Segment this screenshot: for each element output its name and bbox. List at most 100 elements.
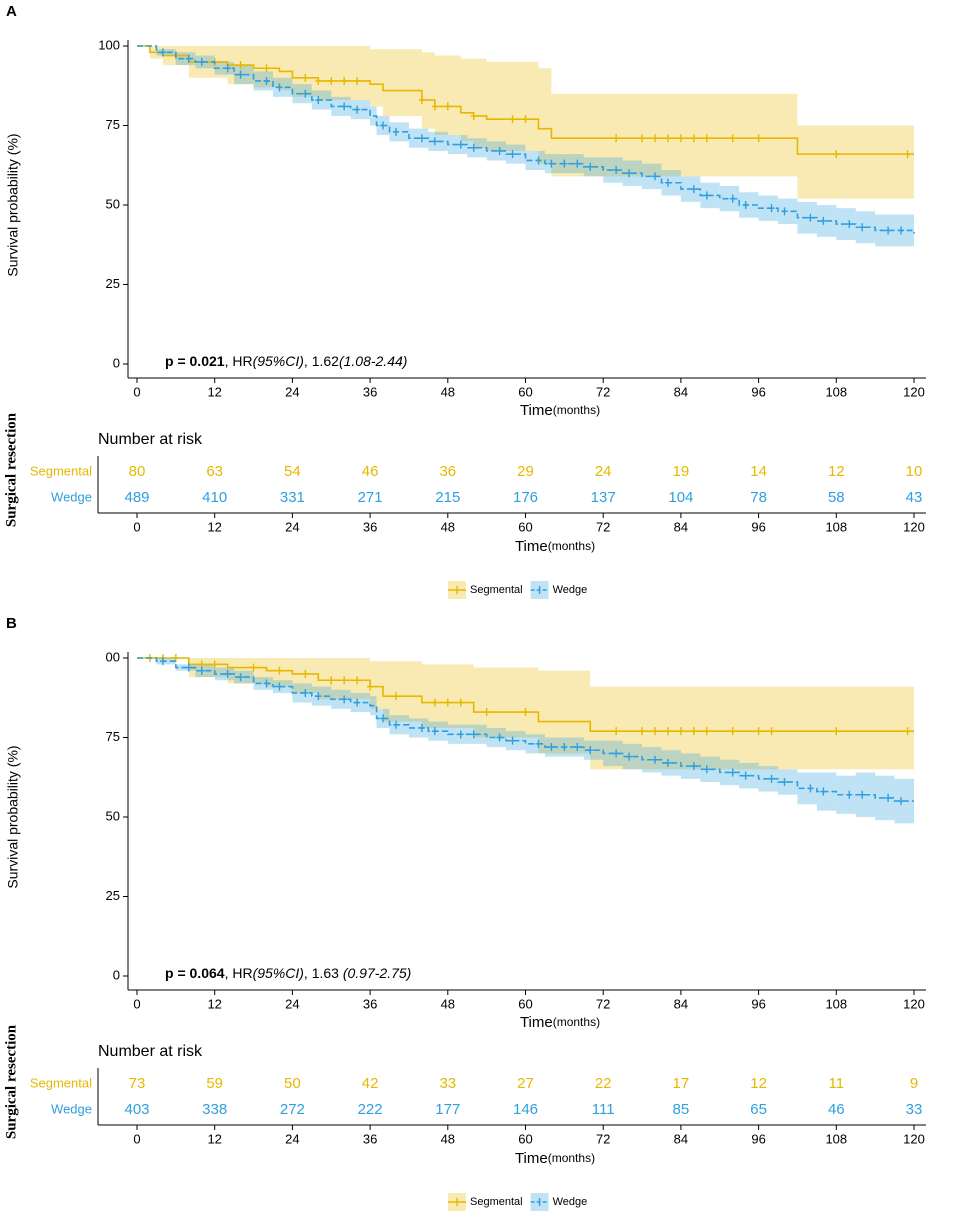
confidence-band (227, 658, 267, 684)
y-tick-label: 75 (106, 729, 120, 744)
risk-count: 489 (124, 489, 149, 506)
censor-mark (328, 676, 335, 685)
censor-mark (509, 150, 516, 159)
risk-count: 80 (129, 463, 146, 480)
censor-mark (263, 64, 270, 73)
y-tick-label: 0 (113, 967, 120, 982)
confidence-band (383, 661, 422, 722)
confidence-band (797, 772, 817, 805)
censor-mark (703, 191, 710, 200)
x-tick-label: 48 (441, 996, 455, 1011)
censor-mark (354, 105, 361, 114)
censor-mark (380, 714, 387, 723)
censor-mark (341, 76, 348, 85)
censor-mark (898, 226, 905, 235)
risk-x-tick-label: 60 (518, 1131, 532, 1146)
censor-mark (548, 159, 555, 168)
confidence-band (370, 49, 384, 107)
censor-mark (898, 797, 905, 806)
censor-mark (237, 673, 244, 682)
x-tick-label: 108 (825, 996, 847, 1011)
risk-count: 111 (592, 1101, 615, 1118)
confidence-band (622, 743, 643, 770)
risk-x-tick-label: 96 (751, 519, 765, 534)
confidence-band (525, 150, 545, 171)
censor-mark (652, 727, 658, 736)
risk-count: 137 (591, 489, 616, 506)
risk-count: 403 (124, 1101, 149, 1118)
risk-x-tick-label: 108 (825, 1131, 847, 1146)
confidence-band (473, 667, 539, 738)
x-axis-label: Time(months) (520, 1014, 600, 1031)
confidence-band (719, 185, 740, 212)
legend-label: Wedge (553, 1196, 588, 1208)
y-tick-label: 0 (113, 355, 120, 370)
risk-x-tick-label: 96 (751, 1131, 765, 1146)
confidence-band (272, 77, 293, 97)
annotation-part: , 1.63 (304, 965, 343, 981)
risk-row-label: Segmental (30, 463, 92, 478)
risk-x-tick-label: 0 (133, 519, 140, 534)
censor-mark (613, 749, 620, 758)
censor-mark (431, 137, 438, 146)
censor-mark (250, 663, 257, 672)
y-tick-label: 50 (106, 196, 120, 211)
censor-mark (574, 159, 581, 168)
risk-x-tick-label: 48 (441, 1131, 455, 1146)
censor-mark (276, 666, 283, 675)
risk-x-tick-label: 48 (441, 519, 455, 534)
censor-mark (664, 727, 671, 736)
risk-count: 42 (362, 1075, 379, 1092)
confidence-band (389, 122, 409, 142)
risk-table-title: Number at risk (98, 1043, 203, 1060)
confidence-band (551, 93, 798, 177)
x-axis-unit: (months) (553, 403, 600, 417)
panel-tag: A (6, 3, 17, 20)
confidence-band (486, 727, 507, 748)
confidence-band (894, 214, 914, 247)
censor-mark (418, 96, 425, 105)
censor-mark (690, 185, 697, 194)
censor-mark (729, 768, 736, 777)
censor-mark (185, 663, 192, 672)
censor-mark (561, 159, 568, 168)
survival-line (137, 657, 914, 802)
risk-count: 65 (750, 1101, 767, 1118)
panel-tag: B (6, 615, 17, 632)
risk-x-axis-label: Time(months) (515, 538, 595, 555)
annotation-part: 0.021 (190, 353, 225, 369)
censor-mark (431, 698, 438, 707)
censor-mark (548, 743, 555, 752)
censor-mark (652, 172, 658, 181)
risk-count: 29 (517, 463, 534, 480)
censor-mark (904, 727, 911, 736)
censor-mark (626, 752, 633, 761)
confidence-band (642, 163, 662, 190)
x-axis-title: Time (515, 538, 548, 555)
confidence-band (434, 55, 461, 136)
risk-x-tick-label: 24 (285, 519, 299, 534)
y-tick-label: 50 (106, 808, 120, 823)
censor-mark (690, 727, 697, 736)
risk-count: 104 (668, 489, 693, 506)
x-tick-label: 36 (363, 996, 377, 1011)
censor-mark (690, 134, 697, 143)
censor-mark (509, 736, 516, 745)
risk-x-tick-label: 120 (903, 1131, 925, 1146)
risk-group-label: Surgical resection (3, 1024, 19, 1139)
x-tick-label: 84 (674, 996, 688, 1011)
censor-mark (522, 115, 529, 124)
censor-mark (159, 48, 166, 57)
censor-mark (509, 115, 516, 124)
censor-mark (302, 73, 309, 82)
x-tick-label: 96 (751, 384, 765, 399)
censor-mark (613, 134, 620, 143)
censor-mark (885, 793, 892, 802)
x-tick-label: 84 (674, 384, 688, 399)
annotation-part: (1.08-2.44) (339, 353, 407, 369)
y-tick-label: 75 (106, 117, 120, 132)
censor-mark (833, 727, 840, 736)
censor-mark (198, 666, 205, 675)
annotation-part: (0.97-2.75) (343, 965, 411, 981)
censor-mark (457, 730, 464, 739)
